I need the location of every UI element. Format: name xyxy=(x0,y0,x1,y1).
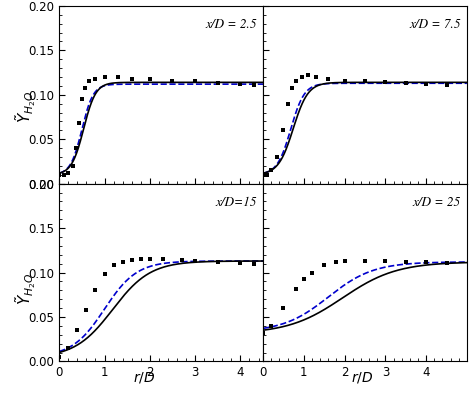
Point xyxy=(443,260,450,266)
Text: $\tilde{Y}_{H_2O}$: $\tilde{Y}_{H_2O}$ xyxy=(14,272,38,305)
Point xyxy=(250,261,258,267)
Point xyxy=(259,172,267,178)
Point xyxy=(91,287,99,293)
Text: $r/D$: $r/D$ xyxy=(351,370,374,385)
Point xyxy=(114,74,122,80)
Text: x/D = 25: x/D = 25 xyxy=(413,196,461,209)
Point xyxy=(137,256,145,262)
Point xyxy=(119,259,127,265)
Point xyxy=(55,172,63,178)
Point xyxy=(78,96,86,102)
Point xyxy=(73,327,81,333)
Point xyxy=(264,172,271,178)
Point xyxy=(280,305,287,311)
Point xyxy=(69,163,77,169)
Point xyxy=(169,77,176,84)
Point xyxy=(214,80,221,87)
Point xyxy=(312,74,320,80)
Point xyxy=(333,259,340,265)
Point xyxy=(293,78,301,85)
Point xyxy=(73,145,80,151)
Point xyxy=(267,323,275,329)
Point xyxy=(304,72,312,79)
Point xyxy=(443,82,450,88)
Point xyxy=(146,256,154,262)
Point xyxy=(85,78,92,85)
Point xyxy=(160,256,167,262)
Point xyxy=(361,78,369,85)
Point xyxy=(64,170,72,176)
Point xyxy=(64,345,72,351)
Point xyxy=(402,259,410,265)
Point xyxy=(191,78,199,85)
Point xyxy=(250,82,258,88)
Point xyxy=(341,77,348,84)
Point xyxy=(422,259,430,265)
Point xyxy=(382,79,389,86)
Point xyxy=(292,285,300,292)
Point xyxy=(273,154,281,160)
Point xyxy=(308,269,316,276)
Point xyxy=(214,259,221,265)
Point xyxy=(402,80,410,87)
Point xyxy=(55,354,63,360)
Point xyxy=(110,262,118,269)
Point xyxy=(267,167,275,173)
Point xyxy=(82,307,90,313)
Point xyxy=(191,258,199,264)
Point xyxy=(280,127,287,134)
Text: $\tilde{Y}_{H_2O}$: $\tilde{Y}_{H_2O}$ xyxy=(14,90,38,123)
Point xyxy=(237,81,244,87)
Point xyxy=(178,257,185,263)
Point xyxy=(361,258,369,264)
Point xyxy=(101,271,109,277)
Point xyxy=(259,330,267,336)
Point xyxy=(128,76,136,82)
Point xyxy=(60,172,68,178)
Point xyxy=(288,85,295,91)
Point xyxy=(422,81,430,87)
Point xyxy=(237,260,244,266)
Point xyxy=(75,120,83,126)
Point xyxy=(91,76,99,82)
Text: x/D = 2.5: x/D = 2.5 xyxy=(205,18,257,31)
Point xyxy=(298,74,306,80)
Point xyxy=(284,100,292,107)
Point xyxy=(341,258,348,264)
Text: x/D = 7.5: x/D = 7.5 xyxy=(409,18,461,31)
Point xyxy=(128,257,136,263)
Text: $r/D$: $r/D$ xyxy=(133,370,156,385)
Text: x/D=15: x/D=15 xyxy=(216,196,257,209)
Point xyxy=(325,76,332,82)
Point xyxy=(146,76,154,82)
Point xyxy=(320,262,328,269)
Point xyxy=(382,258,389,264)
Point xyxy=(81,85,89,91)
Point xyxy=(101,74,109,80)
Point xyxy=(300,276,308,282)
